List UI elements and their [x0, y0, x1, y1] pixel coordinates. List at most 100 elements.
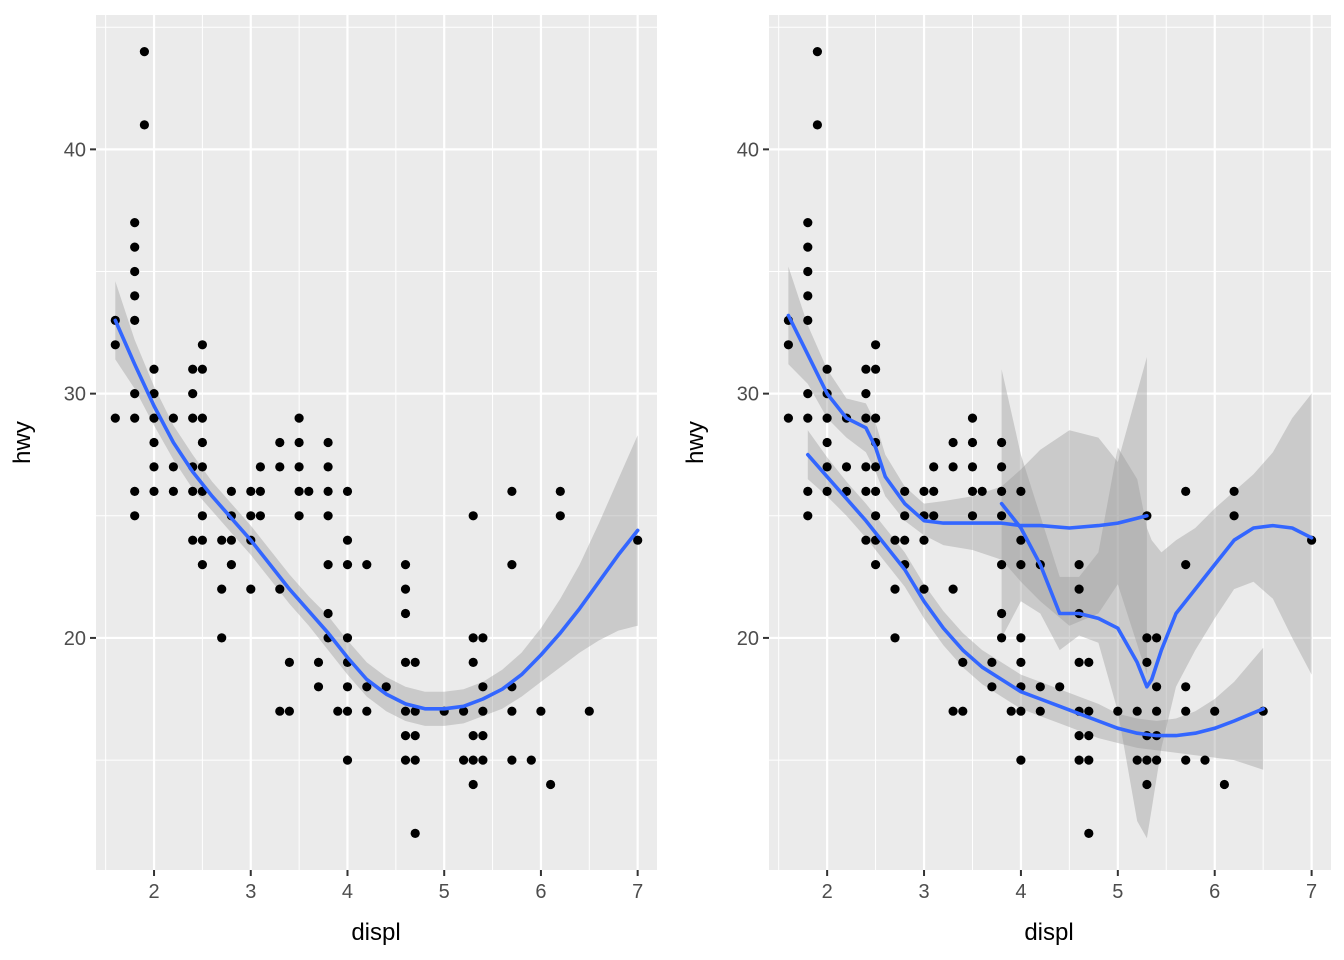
data-point [410, 657, 420, 668]
data-point [803, 486, 813, 496]
data-point [900, 511, 910, 521]
data-point [323, 560, 333, 570]
data-point [188, 486, 198, 496]
data-point [803, 315, 813, 325]
data-point [919, 584, 929, 594]
data-point [284, 706, 294, 716]
data-point [313, 682, 324, 692]
left-panel: 2 3 4 5 6 7 20 30 40 displ hwy [9, 15, 657, 946]
data-point [871, 560, 881, 570]
data-point [507, 706, 517, 716]
data-point [1132, 755, 1142, 765]
data-point [294, 462, 304, 472]
data-point [275, 706, 285, 716]
data-point [1084, 657, 1094, 668]
data-point [139, 120, 149, 130]
data-point [197, 462, 207, 472]
data-point [130, 413, 140, 423]
data-point [803, 511, 813, 521]
y-tick-label: 40 [64, 139, 86, 161]
data-point [507, 486, 517, 496]
data-point [149, 486, 159, 496]
data-point [929, 462, 939, 472]
x-tick-label: 5 [439, 881, 450, 903]
data-point [1229, 486, 1239, 496]
data-point [1142, 657, 1152, 668]
data-point [188, 364, 198, 374]
data-point [812, 120, 823, 130]
x-tick-label: 2 [822, 881, 833, 903]
data-point [1113, 706, 1123, 716]
data-point [110, 413, 120, 423]
data-point [822, 437, 832, 448]
data-point [110, 340, 120, 350]
data-point [168, 413, 178, 423]
data-point [1181, 755, 1191, 765]
x-axis-title: displ [1024, 919, 1073, 946]
data-point [323, 511, 333, 521]
data-point [1181, 682, 1191, 692]
y-tick-label: 20 [737, 628, 759, 650]
data-point [188, 413, 198, 423]
data-point [958, 657, 968, 668]
data-point [362, 706, 372, 716]
data-point [967, 462, 978, 472]
data-point [861, 364, 871, 374]
data-point [919, 486, 929, 496]
data-point [342, 560, 353, 570]
data-point [323, 437, 333, 448]
data-point [1074, 584, 1084, 594]
y-tick-label: 40 [737, 139, 759, 161]
data-point [507, 755, 517, 765]
data-point [410, 828, 420, 839]
data-point [967, 437, 978, 448]
data-point [313, 657, 324, 668]
data-point [967, 511, 978, 521]
data-point [149, 462, 159, 472]
data-point [468, 633, 478, 643]
data-point [1016, 535, 1026, 545]
data-point [400, 731, 411, 741]
data-point [507, 560, 517, 570]
data-point [1016, 560, 1026, 570]
data-point [468, 511, 478, 521]
data-point [226, 535, 236, 545]
data-point [217, 584, 227, 594]
data-point [1219, 779, 1229, 790]
data-point [1084, 706, 1094, 716]
confidence-band-1 [788, 266, 1147, 675]
data-point [323, 608, 333, 619]
x-tick-label: 4 [342, 881, 353, 903]
x-axis-title: displ [351, 919, 400, 946]
data-point [997, 560, 1007, 570]
y-tick-label: 20 [64, 628, 86, 650]
data-point [871, 364, 881, 374]
data-point [871, 413, 881, 423]
data-point [246, 584, 256, 594]
smooth-line-3 [999, 501, 1314, 689]
x-tick-label: 6 [535, 881, 546, 903]
data-point [948, 584, 958, 594]
data-point [130, 389, 140, 399]
data-point [130, 291, 140, 301]
data-point [197, 560, 207, 570]
data-point [861, 462, 871, 472]
data-point [459, 706, 469, 716]
data-point [342, 486, 353, 496]
data-point [929, 486, 939, 496]
data-point [1055, 682, 1065, 692]
data-point [861, 486, 871, 496]
data-point [1200, 755, 1210, 765]
data-point [871, 486, 881, 496]
data-point [929, 511, 939, 521]
data-point [323, 462, 333, 472]
data-point [130, 511, 140, 521]
data-point [188, 535, 198, 545]
data-point [1152, 755, 1162, 765]
data-point [841, 462, 852, 472]
data-point [323, 486, 333, 496]
y-tick-label: 30 [737, 384, 759, 406]
y-axis-title: hwy [9, 421, 36, 464]
data-point [246, 511, 256, 521]
data-point [130, 315, 140, 325]
